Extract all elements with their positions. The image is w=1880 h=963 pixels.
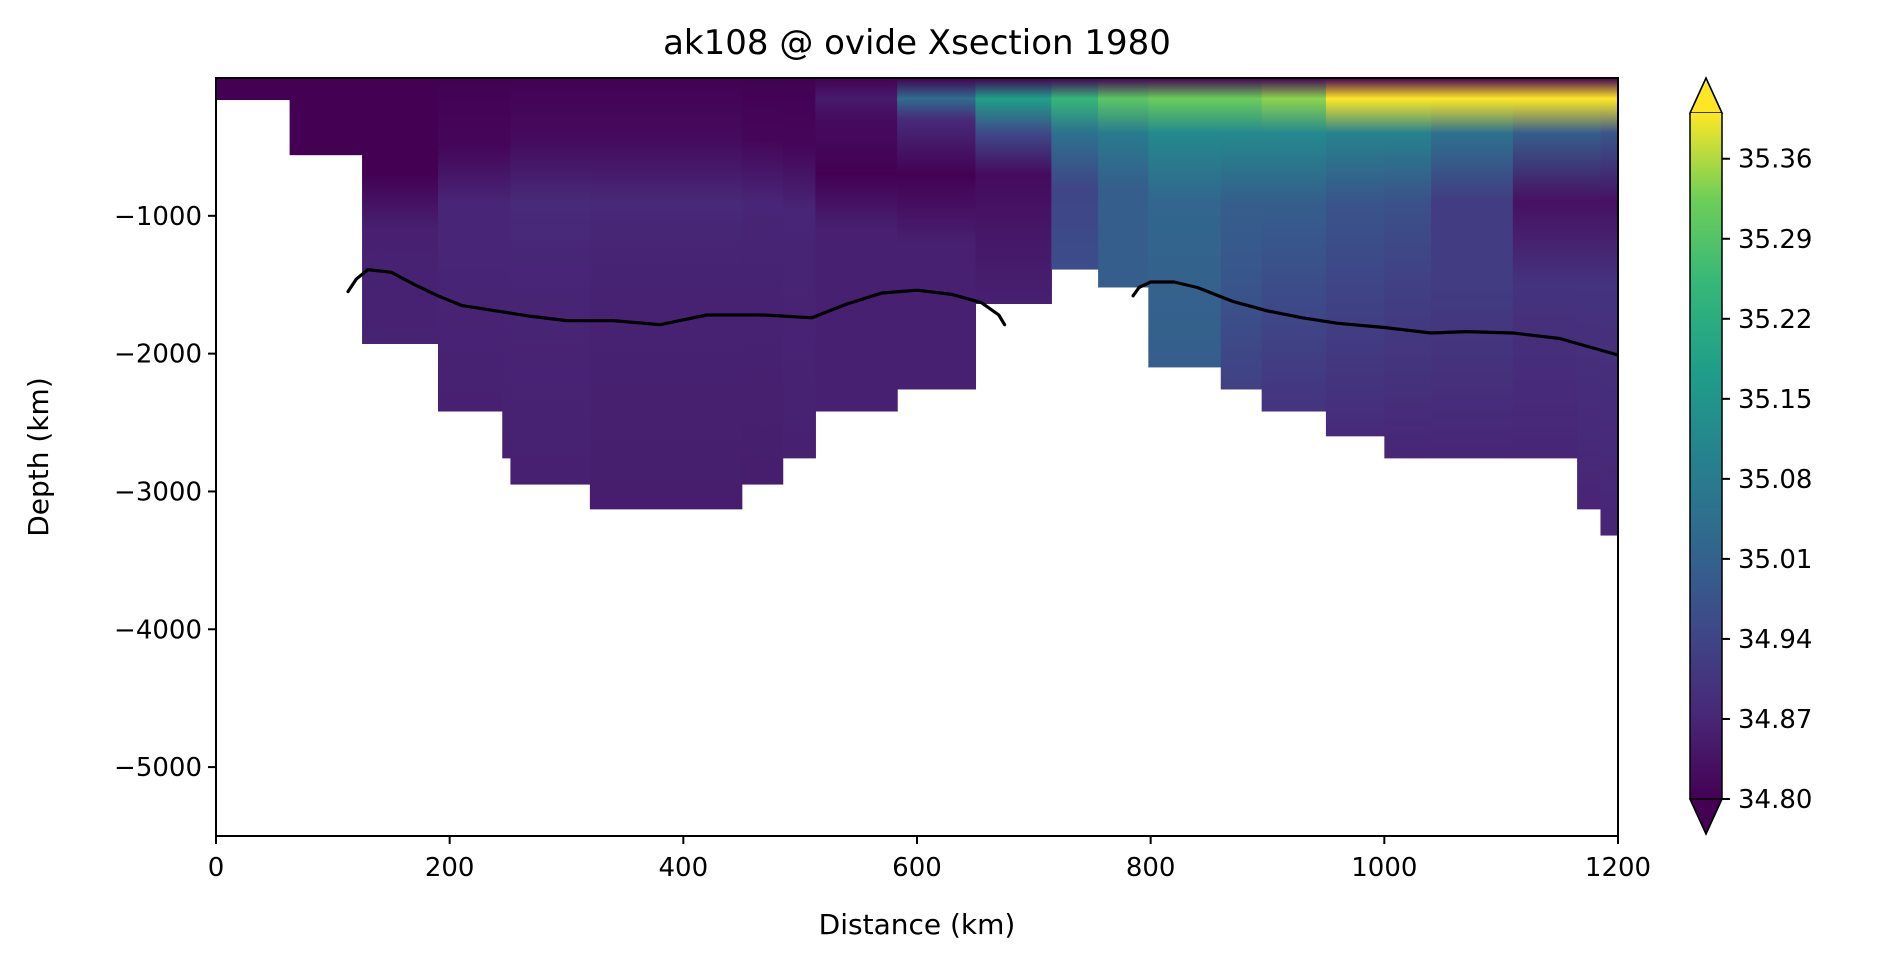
heatmap-column	[1261, 78, 1327, 412]
colorbar-tick-label: 34.87	[1738, 705, 1812, 735]
x-tick-label: 200	[425, 853, 475, 883]
contour-segment	[1131, 280, 1618, 357]
chart-title: ak108 @ ovide Xsection 1980	[663, 23, 1171, 63]
heatmap-column	[782, 78, 816, 459]
colorbar-tick-label: 35.01	[1738, 545, 1812, 575]
heatmap-column	[1577, 78, 1602, 510]
contour-segment	[346, 268, 1007, 327]
colorbar: 34.80 34.87 34.94 35.01 35.08 35.15 35.22 35.29…	[1688, 76, 1812, 836]
colorbar-extend-top	[1688, 76, 1724, 114]
x-axis-label: Distance (km)	[819, 908, 1016, 941]
heatmap-column	[975, 78, 1052, 305]
y-tick-label: −2000	[114, 340, 202, 370]
colorbar-tick-label: 35.29	[1738, 225, 1812, 255]
y-tick-label: −5000	[114, 753, 202, 783]
x-tick-label: 400	[659, 853, 709, 883]
y-tick-label: −3000	[114, 477, 202, 507]
heatmap-column	[815, 78, 898, 412]
heatmap-column	[1098, 78, 1149, 288]
y-axis-label: Depth (km)	[22, 377, 55, 537]
x-tick-label: 0	[208, 853, 225, 883]
heatmap-column	[1051, 78, 1099, 270]
heatmap-column	[1600, 78, 1618, 536]
colorbar-tick-label: 34.94	[1738, 625, 1812, 655]
x-axis-ticks: 0 200 400 600 800 1000 1200	[208, 836, 1651, 883]
colorbar-extend-bottom	[1688, 798, 1724, 836]
heatmap-column	[1148, 78, 1222, 368]
y-axis-ticks: −1000 −2000 −3000 −4000 −5000	[114, 202, 216, 783]
x-tick-label: 1200	[1585, 853, 1651, 883]
heatmap-column	[437, 78, 503, 412]
y-tick-label: −1000	[114, 202, 202, 232]
heatmap-column	[897, 78, 977, 390]
x-tick-label: 600	[892, 853, 942, 883]
heatmap-column	[589, 78, 743, 510]
colorbar-ticks: 34.80 34.87 34.94 35.01 35.08 35.15 35.22 35.29…	[1722, 145, 1812, 815]
x-tick-label: 1000	[1351, 853, 1417, 883]
heatmap-column	[289, 78, 363, 156]
heatmap-column	[1384, 78, 1432, 459]
x-tick-label: 800	[1126, 853, 1176, 883]
colorbar-tick-label: 34.80	[1738, 785, 1812, 815]
plot-area	[216, 78, 1618, 536]
colorbar-gradient	[1690, 113, 1722, 799]
heatmap-column	[1325, 78, 1385, 437]
y-tick-label: −4000	[114, 615, 202, 645]
contour-line	[346, 268, 1618, 357]
heatmap-column	[362, 78, 439, 344]
heatmap-column	[741, 78, 784, 485]
colorbar-tick-label: 35.08	[1738, 465, 1812, 495]
heatmap-column	[1431, 78, 1514, 459]
heatmap-columns	[216, 78, 1618, 536]
colorbar-tick-label: 35.22	[1738, 305, 1812, 335]
heatmap-column	[1220, 78, 1263, 390]
heatmap-column	[502, 78, 512, 459]
heatmap-column	[510, 78, 591, 485]
colorbar-tick-label: 35.15	[1738, 385, 1812, 415]
colorbar-tick-label: 35.36	[1738, 145, 1812, 175]
heatmap-column	[216, 78, 291, 101]
heatmap-column	[1512, 78, 1578, 459]
